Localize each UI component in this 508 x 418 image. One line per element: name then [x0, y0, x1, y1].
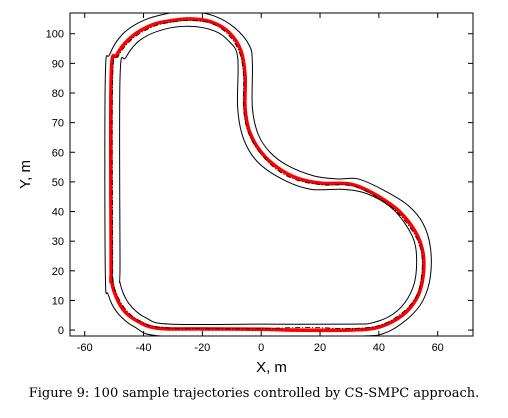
x-tick-label: -20 [194, 342, 210, 354]
y-axis-label: Y, m [17, 160, 34, 189]
y-tick-label: 0 [58, 325, 64, 337]
sample-trajectories-series [108, 17, 426, 333]
y-tick-label: 70 [52, 118, 64, 130]
y-tick-label: 30 [52, 236, 64, 248]
track-inner-boundary [118, 25, 418, 326]
y-tick-label: 40 [52, 207, 64, 219]
x-tick-label: 0 [258, 342, 264, 354]
series-layer [108, 17, 426, 333]
x-axis: -60 -40 -20 0 20 40 60 [77, 13, 444, 354]
x-tick-label: 40 [373, 342, 385, 354]
x-axis-label: X, m [256, 359, 287, 376]
y-tick-label: 80 [52, 88, 64, 100]
y-tick-label: 50 [52, 177, 64, 189]
figure-caption: Figure 9: 100 sample trajectories contro… [28, 386, 480, 401]
y-axis: 0 10 20 30 40 50 60 70 80 90 100 [46, 29, 473, 337]
y-tick-label: 100 [46, 29, 64, 41]
y-tick-label: 90 [52, 58, 64, 70]
x-tick-label: -40 [136, 342, 152, 354]
x-tick-label: -60 [77, 342, 93, 354]
track-layer [104, 13, 432, 336]
y-tick-label: 10 [52, 295, 64, 307]
track-outer-boundary [104, 13, 432, 336]
reference-path [111, 19, 423, 330]
y-tick-label: 20 [52, 266, 64, 278]
y-tick-label: 60 [52, 147, 64, 159]
trajectory-chart: -60 -40 -20 0 20 40 60 0102030405060708090100 … [17, 12, 474, 376]
x-tick-label: 20 [314, 342, 326, 354]
x-tick-label: 60 [432, 342, 444, 354]
plot-area-frame [69, 12, 474, 337]
